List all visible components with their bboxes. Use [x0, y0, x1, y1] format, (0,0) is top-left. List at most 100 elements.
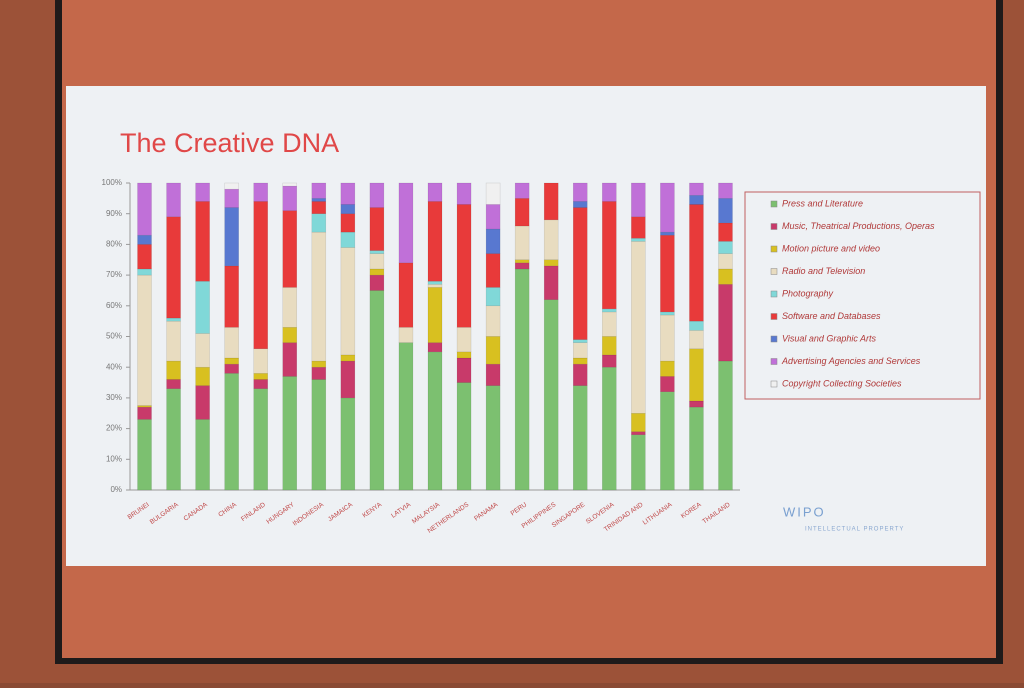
- bar-segment: [543, 182, 559, 221]
- bar-segment: [398, 262, 414, 328]
- bar-segment: [137, 182, 152, 236]
- bar-segment: [689, 182, 704, 196]
- legend-label: Visual and Graphic Arts: [782, 333, 877, 343]
- bar-segment: [427, 284, 443, 288]
- legend-label: Advertising Agencies and Services: [781, 356, 921, 366]
- y-tick-label: 40%: [106, 362, 122, 371]
- bar-segment: [137, 268, 152, 276]
- bar-segment: [166, 388, 181, 491]
- bar-segment: [224, 373, 239, 491]
- bar-segment: [369, 268, 385, 276]
- bar-segment: [282, 327, 298, 343]
- bar-segment: [224, 363, 239, 374]
- bar-segment: [456, 327, 472, 353]
- bar-segment: [660, 311, 675, 316]
- bar-segment: [137, 274, 152, 406]
- logo: WIPO: [783, 504, 826, 519]
- bar-segment: [631, 182, 646, 218]
- bar-segment: [340, 247, 356, 356]
- bar-segment: [282, 376, 298, 491]
- bar-segment: [631, 241, 646, 414]
- y-tick-label: 70%: [106, 270, 122, 279]
- bar-segment: [660, 391, 675, 491]
- bar-segment: [602, 308, 617, 313]
- bar-segment: [369, 253, 385, 270]
- bar-segment: [572, 207, 588, 340]
- bar-segment: [572, 201, 588, 208]
- bar-segment: [427, 351, 443, 491]
- bar-segment: [456, 351, 472, 359]
- bar-segment: [718, 284, 733, 362]
- bar-segment: [631, 216, 646, 239]
- bar-segment: [689, 400, 704, 408]
- bar-segment: [195, 201, 210, 282]
- bar-segment: [137, 419, 152, 491]
- bar-segment: [398, 182, 414, 264]
- bar-segment: [311, 198, 327, 202]
- bar-segment: [572, 339, 588, 343]
- bar-segment: [224, 357, 239, 365]
- bar-segment: [572, 385, 588, 491]
- bar-segment: [311, 379, 327, 491]
- bar-segment: [311, 366, 327, 380]
- bar-segment: [311, 360, 327, 368]
- chart-title: The Creative DNA: [120, 128, 339, 158]
- bar-segment: [253, 379, 268, 389]
- bar-segment: [485, 305, 501, 337]
- bar-segment: [282, 182, 298, 187]
- bar-segment: [485, 182, 501, 205]
- bar-segment: [195, 333, 210, 368]
- bar-segment: [485, 385, 501, 491]
- bar-segment: [485, 363, 501, 386]
- bar-segment: [427, 342, 443, 353]
- bar-segment: [602, 201, 617, 310]
- bar-segment: [224, 265, 239, 328]
- bar-segment: [631, 413, 646, 432]
- y-tick-label: 100%: [102, 178, 122, 187]
- bar-segment: [340, 354, 356, 362]
- legend-swatch: [770, 290, 778, 298]
- bar-segment: [718, 198, 733, 224]
- legend-swatch: [770, 268, 778, 275]
- bar-segment: [718, 268, 733, 285]
- y-tick-label: 10%: [106, 454, 122, 463]
- bar-segment: [427, 201, 443, 282]
- bar-segment: [369, 182, 385, 208]
- bar-segment: [660, 234, 675, 313]
- bar-segment: [137, 244, 152, 270]
- bar-segment: [572, 363, 588, 386]
- bar-segment: [282, 342, 298, 377]
- bar-segment: [514, 225, 530, 260]
- bar-segment: [456, 182, 472, 205]
- bar-segment: [137, 234, 152, 245]
- bar-segment: [427, 280, 443, 285]
- bar-segment: [427, 287, 443, 343]
- bar-segment: [195, 385, 210, 420]
- legend-label: Software and Databases: [782, 311, 881, 321]
- bar-segment: [514, 198, 530, 227]
- bar-segment: [224, 188, 239, 208]
- y-tick-label: 80%: [106, 240, 122, 249]
- bar-segment: [311, 201, 327, 214]
- y-tick-label: 20%: [106, 424, 122, 433]
- bar-segment: [718, 222, 733, 242]
- legend-swatch: [770, 200, 778, 208]
- bar-segment: [660, 360, 675, 377]
- bar-segment: [602, 336, 617, 356]
- bar-segment: [689, 320, 704, 331]
- bar-segment: [602, 182, 617, 202]
- bar-segment: [253, 182, 268, 202]
- legend-swatch: [770, 245, 778, 253]
- bar-segment: [485, 336, 501, 365]
- bar-segment: [282, 287, 298, 328]
- bar-segment: [602, 366, 617, 491]
- bar-segment: [137, 406, 152, 420]
- bar-segment: [631, 434, 646, 491]
- bar-segment: [543, 299, 559, 491]
- bar-segment: [572, 182, 588, 202]
- bar-segment: [398, 342, 414, 491]
- bar-segment: [689, 195, 704, 205]
- bar-segment: [166, 182, 181, 218]
- bar-segment: [689, 406, 704, 491]
